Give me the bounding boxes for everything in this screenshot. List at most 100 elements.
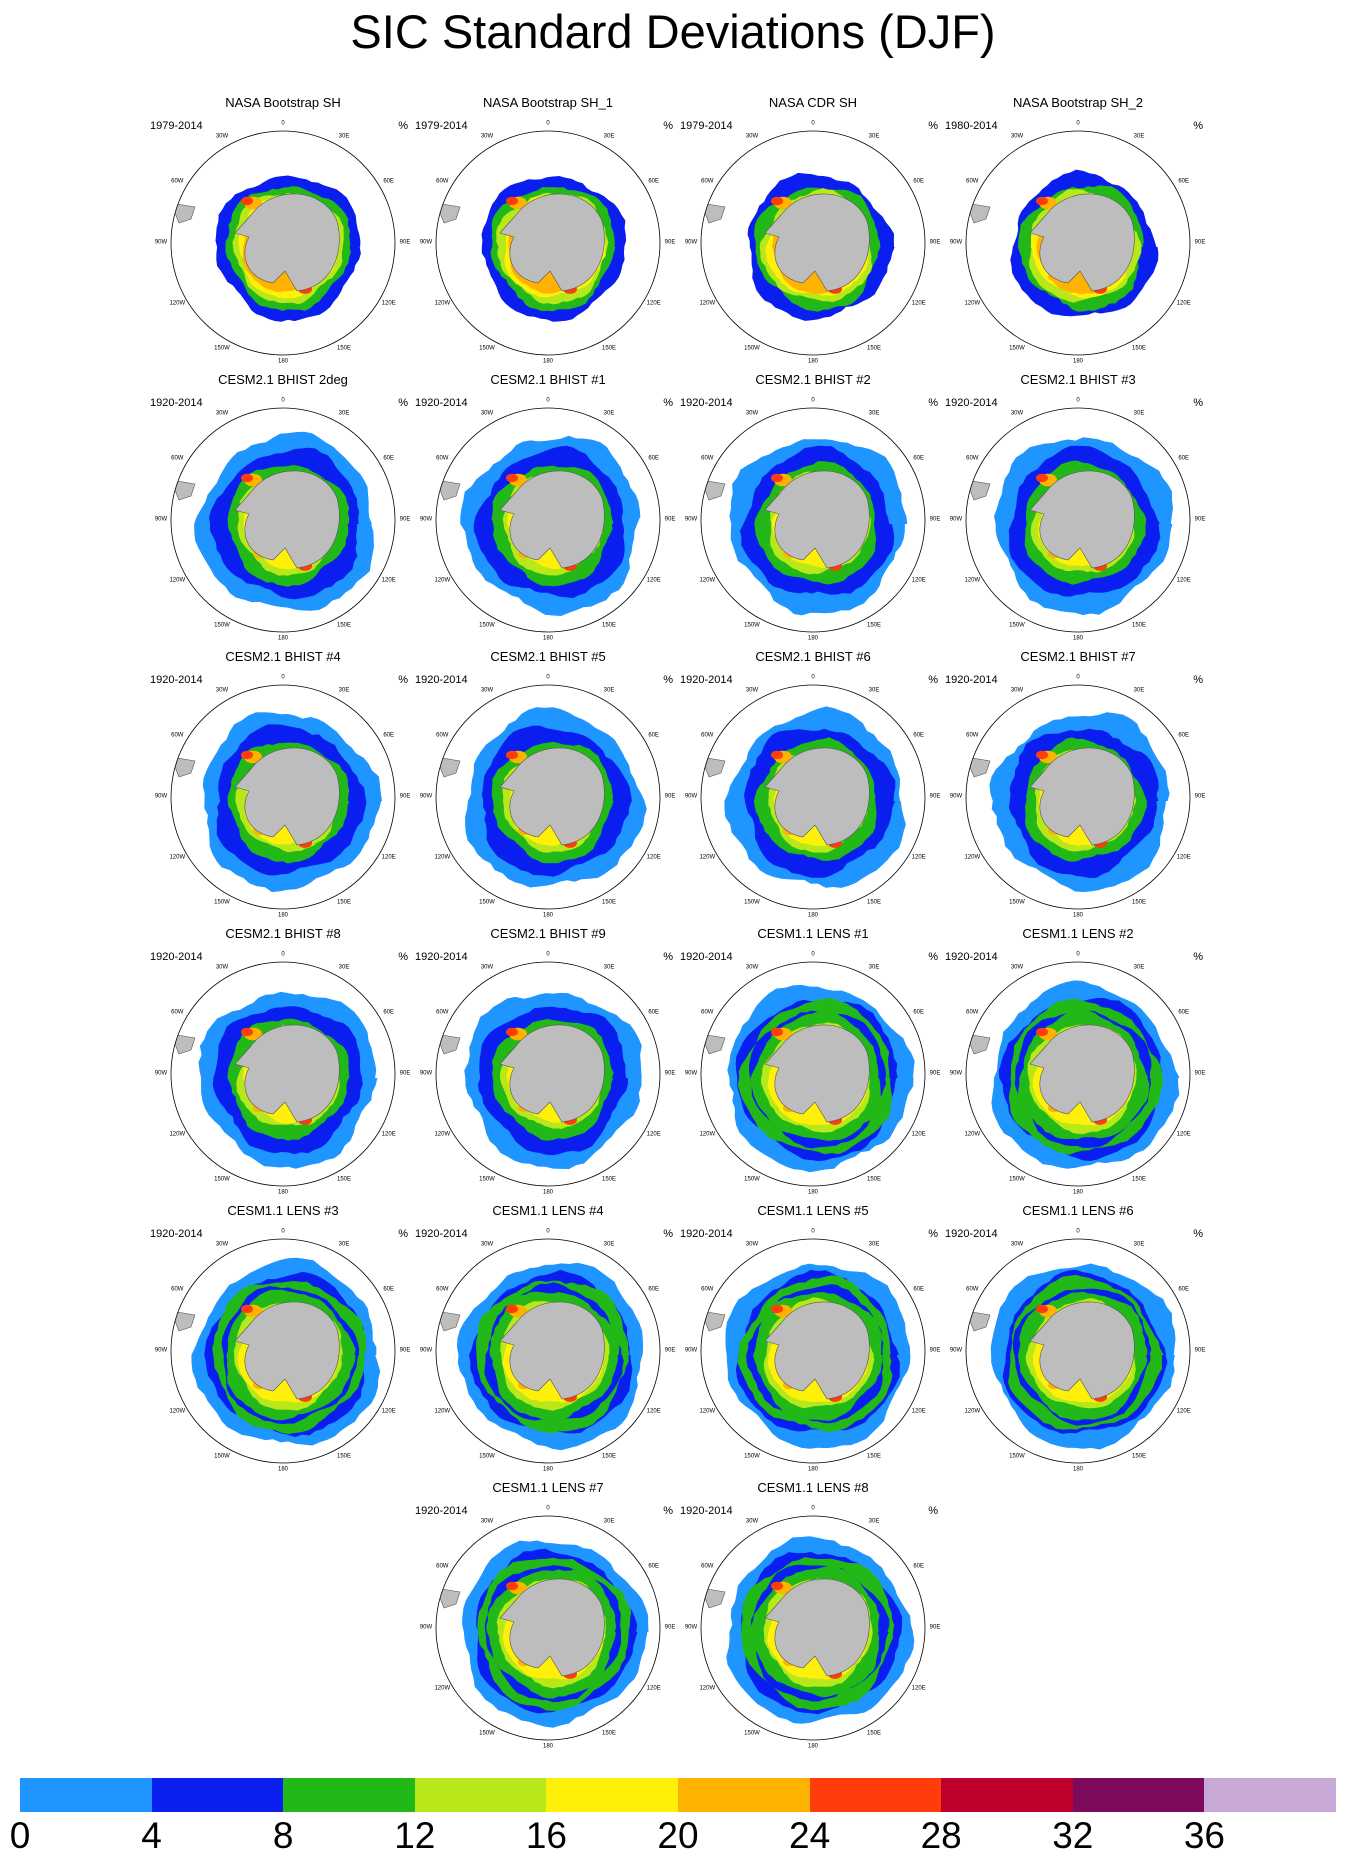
panel-years: 1979-2014 (680, 120, 733, 132)
longitude-label: 150W (479, 1176, 495, 1183)
panel-title: CESM2.1 BHIST #5 (490, 649, 606, 664)
panel-years: 1980-2014 (945, 120, 998, 132)
polar-map (170, 1238, 396, 1464)
map-panel: CESM1.1 LENS #2 1920-2014% 0 30E 60E 90E 120E 1… (945, 926, 1211, 1196)
antarctica-land (499, 193, 605, 292)
map-border (965, 684, 1191, 910)
longitude-label: 90E (1194, 1347, 1206, 1354)
longitude-label: 30E (603, 410, 615, 417)
longitude-label: 150E (866, 345, 882, 352)
longitude-label: 180 (1072, 358, 1084, 365)
longitude-label: 120E (911, 577, 926, 584)
sic-hotspot (1036, 1027, 1048, 1037)
map-border (170, 130, 396, 356)
panel-years: 1920-2014 (150, 1228, 203, 1240)
longitude-label: 150E (336, 345, 352, 352)
longitude-label: 180 (542, 635, 554, 642)
panel-units: % (663, 951, 673, 963)
antarctica-land (1029, 1301, 1135, 1400)
longitude-label: 30E (603, 1241, 615, 1248)
polar-map (700, 1238, 926, 1464)
longitude-label: 60W (436, 1563, 449, 1570)
longitude-label: 150W (479, 1730, 495, 1737)
longitude-label: 180 (277, 358, 289, 365)
longitude-label: 60E (383, 178, 395, 185)
longitude-label: 0 (1076, 120, 1080, 127)
panel-title: CESM1.1 LENS #6 (1022, 1203, 1134, 1218)
longitude-label: 90W (949, 1347, 963, 1354)
longitude-label: 150E (1131, 899, 1147, 906)
longitude-label: 120E (1176, 1408, 1191, 1415)
panel-units: % (1193, 397, 1203, 409)
polar-map (435, 407, 661, 633)
panel-years: 1920-2014 (945, 397, 998, 409)
longitude-label: 90W (154, 793, 168, 800)
longitude-label: 0 (1076, 1228, 1080, 1235)
longitude-label: 120W (169, 1408, 186, 1415)
antarctica-land (764, 1578, 870, 1677)
longitude-label: 120E (1176, 1131, 1191, 1138)
longitude-label: 150W (1009, 1176, 1025, 1183)
panel-years: 1920-2014 (680, 951, 733, 963)
polar-map (435, 1515, 661, 1741)
longitude-label: 60W (701, 1009, 714, 1016)
longitude-label: 60W (701, 732, 714, 739)
map-border (170, 1238, 396, 1464)
antarctica-land (764, 193, 870, 292)
longitude-label: 120W (699, 300, 716, 307)
longitude-label: 150W (1009, 345, 1025, 352)
longitude-label: 150E (336, 1176, 352, 1183)
longitude-label: 30W (745, 687, 759, 694)
longitude-label: 120E (381, 1131, 396, 1138)
longitude-label: 30E (338, 687, 350, 694)
sic-hotspot (506, 473, 518, 483)
panel-years: 1979-2014 (415, 120, 468, 132)
longitude-label: 150E (1131, 622, 1147, 629)
map-panel: CESM2.1 BHIST #1 1920-2014% 0 30E 60E 90E 120E… (415, 372, 681, 642)
longitude-label: 150W (214, 899, 230, 906)
longitude-label: 150E (601, 1176, 617, 1183)
longitude-label: 180 (542, 1743, 554, 1750)
longitude-label: 60E (913, 1009, 925, 1016)
figure-title: SIC Standard Deviations (DJF) (350, 5, 996, 58)
longitude-label: 90E (929, 793, 941, 800)
panel-years: 1920-2014 (415, 397, 468, 409)
longitude-label: 60W (966, 455, 979, 462)
longitude-label: 90W (419, 1347, 433, 1354)
longitude-label: 90E (399, 239, 411, 246)
longitude-label: 90E (399, 1070, 411, 1077)
longitude-label: 0 (1076, 951, 1080, 958)
longitude-label: 90W (419, 1624, 433, 1631)
longitude-label: 60E (1178, 1009, 1190, 1016)
map-border (435, 684, 661, 910)
longitude-label: 0 (811, 674, 815, 681)
longitude-label: 120E (1176, 577, 1191, 584)
longitude-label: 60W (966, 178, 979, 185)
antarctica-land (1029, 470, 1135, 569)
longitude-label: 150W (1009, 1453, 1025, 1460)
longitude-label: 120W (699, 577, 716, 584)
panel-years: 1920-2014 (415, 951, 468, 963)
longitude-label: 0 (281, 674, 285, 681)
longitude-label: 90E (929, 239, 941, 246)
longitude-label: 180 (277, 635, 289, 642)
longitude-label: 0 (546, 674, 550, 681)
longitude-label: 120E (646, 854, 661, 861)
longitude-label: 0 (811, 1228, 815, 1235)
longitude-label: 0 (811, 1505, 815, 1512)
sic-hotspot (1036, 473, 1048, 483)
sic-hotspot (506, 1581, 518, 1591)
longitude-label: 30E (1133, 133, 1145, 140)
map-panel: CESM1.1 LENS #5 1920-2014% 0 30E 60E 90E 120E 1… (680, 1203, 946, 1473)
map-border (965, 961, 1191, 1187)
map-panel: CESM1.1 LENS #8 1920-2014% 0 30E 60E 90E 120E 1… (680, 1480, 946, 1750)
polar-map (965, 961, 1191, 1187)
panel-title: CESM1.1 LENS #7 (492, 1480, 604, 1495)
panel-units: % (663, 120, 673, 132)
longitude-label: 150W (744, 1453, 760, 1460)
panel-units: % (928, 1505, 938, 1517)
longitude-label: 60E (383, 732, 395, 739)
panel-years: 1920-2014 (945, 951, 998, 963)
longitude-label: 90W (949, 1070, 963, 1077)
longitude-label: 150E (866, 1453, 882, 1460)
